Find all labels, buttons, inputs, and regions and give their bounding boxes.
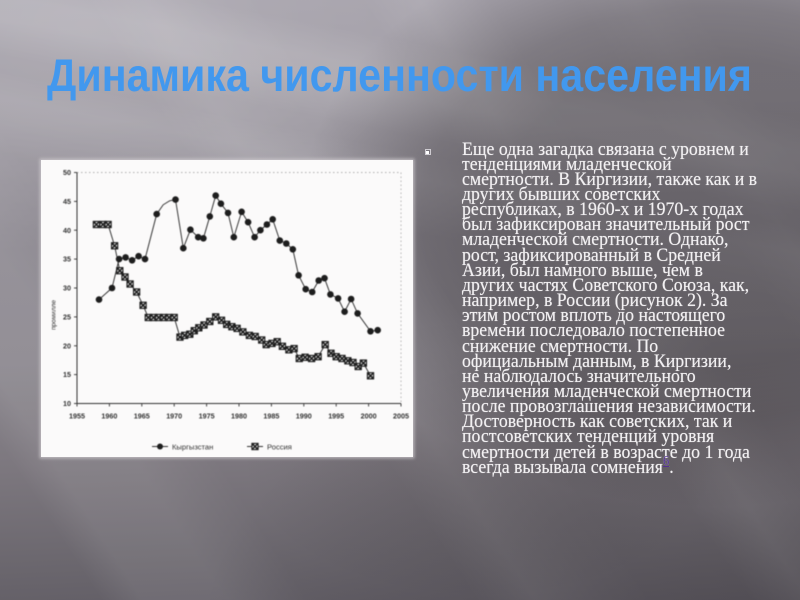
svg-text:1965: 1965 xyxy=(134,412,150,421)
svg-text:1990: 1990 xyxy=(296,412,312,421)
svg-text:2005: 2005 xyxy=(393,412,409,421)
svg-text:1975: 1975 xyxy=(199,412,215,421)
svg-text:15: 15 xyxy=(63,370,71,379)
svg-text:35: 35 xyxy=(63,255,71,264)
svg-text:30: 30 xyxy=(63,284,71,293)
svg-text:50: 50 xyxy=(63,168,71,177)
svg-text:2000: 2000 xyxy=(361,412,377,421)
svg-text:1980: 1980 xyxy=(231,412,247,421)
svg-text:20: 20 xyxy=(63,341,71,350)
svg-text:1970: 1970 xyxy=(166,412,182,421)
svg-text:Кыргызстан: Кыргызстан xyxy=(172,442,213,451)
svg-text:1985: 1985 xyxy=(263,412,279,421)
svg-text:1995: 1995 xyxy=(328,412,344,421)
svg-text:45: 45 xyxy=(63,197,71,206)
svg-text:1960: 1960 xyxy=(101,412,117,421)
svg-text:10: 10 xyxy=(63,399,71,408)
svg-text:25: 25 xyxy=(63,313,71,322)
svg-text:40: 40 xyxy=(63,226,71,235)
svg-text:1955: 1955 xyxy=(69,412,85,421)
svg-text:Россия: Россия xyxy=(267,442,292,451)
svg-text:промилле: промилле xyxy=(51,300,58,330)
